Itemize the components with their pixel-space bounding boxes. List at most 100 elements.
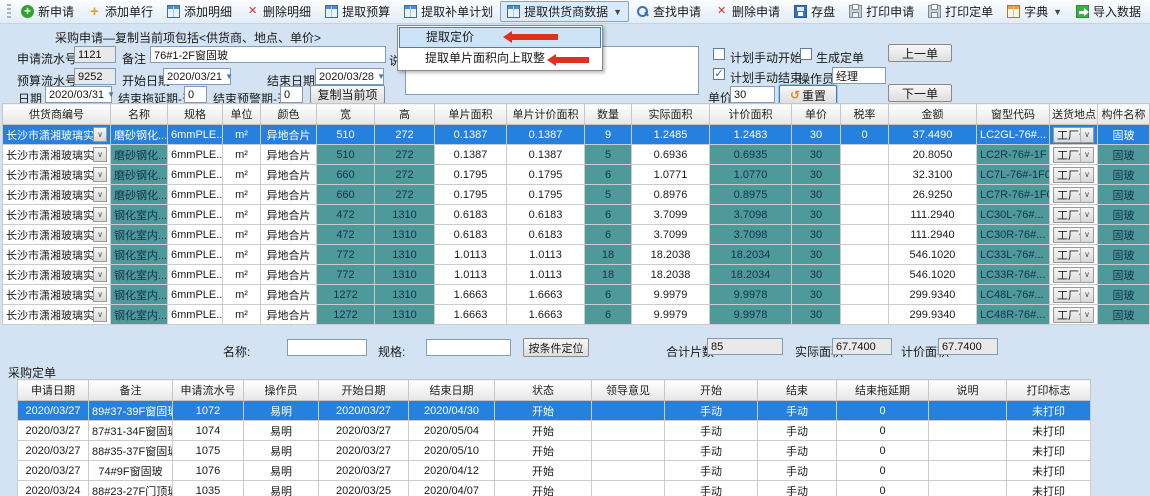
new-application-button[interactable]: 新申请 — [14, 1, 81, 22]
delete-detail-label: 删除明细 — [263, 5, 312, 19]
chevron-down-icon: ∨ — [93, 207, 107, 222]
cell: 9.9978 — [709, 284, 792, 305]
cell: m² — [222, 244, 261, 265]
table-row[interactable]: 2020/03/27 89#37-39F窗固玻 1072 易明 2020/03/27 20… — [17, 400, 1091, 421]
delivery-combo-cell[interactable]: 工厂使用∨ — [1049, 184, 1098, 205]
cell: 6 — [584, 164, 632, 185]
table-row[interactable]: 2020/03/27 74#9F窗固玻 1076 易明 2020/03/27 2020/0… — [17, 460, 1091, 481]
budget-no-input[interactable] — [74, 68, 116, 85]
delivery-combo-cell[interactable]: 工厂使用∨ — [1049, 204, 1098, 225]
supplier-combo-cell[interactable]: 长沙市潇湘玻璃实...∨ — [2, 284, 111, 305]
cell: 272 — [374, 184, 435, 205]
table-row[interactable]: 长沙市潇湘玻璃实...∨磨砂钢化...6mmPLE...m²异地合片660272… — [2, 164, 1150, 185]
reset-button[interactable]: ↺ 重置 — [779, 85, 837, 105]
delivery-combo-cell[interactable]: 工厂使用∨ — [1049, 124, 1098, 145]
cell: 660 — [316, 184, 375, 205]
plan-manual-start-checkbox[interactable] — [713, 48, 725, 60]
table-row[interactable]: 长沙市潇湘玻璃实...∨钢化室内...6mmPLE...m²异地合片127213… — [2, 284, 1150, 305]
cell: 32.3100 — [888, 164, 977, 185]
cell — [840, 264, 889, 285]
table-row[interactable]: 长沙市潇湘玻璃实...∨钢化室内...6mmPLE...m²异地合片772131… — [2, 244, 1150, 265]
table-row[interactable]: 长沙市潇湘玻璃实...∨钢化室内...6mmPLE...m²异地合片127213… — [2, 304, 1150, 325]
cell: m² — [222, 264, 261, 285]
supplier-combo-cell[interactable]: 长沙市潇湘玻璃实...∨ — [2, 164, 111, 185]
prev-order-button[interactable]: 上一单 — [888, 44, 952, 62]
supplier-combo-cell[interactable]: 长沙市潇湘玻璃实...∨ — [2, 244, 111, 265]
menu-item-extract-pricing[interactable]: 提取定价 — [399, 27, 601, 48]
delivery-combo-cell[interactable]: 工厂使用∨ — [1049, 244, 1098, 265]
cell: m² — [222, 184, 261, 205]
menu-item-extract-area-round-up[interactable]: 提取单片面积向上取整 — [425, 51, 546, 65]
find-application-button[interactable]: 查找申请 — [629, 1, 708, 22]
cell: 钢化室内... — [110, 224, 168, 245]
supplier-combo-cell[interactable]: 长沙市潇湘玻璃实...∨ — [2, 204, 111, 225]
column-header: 操作员 — [243, 379, 319, 401]
chevron-down-icon: ▼ — [1053, 6, 1063, 17]
delivery-combo-cell[interactable]: 工厂使用∨ — [1049, 304, 1098, 325]
table-row[interactable]: 长沙市潇湘玻璃实...∨磨砂钢化...6mmPLE...m²异地合片510272… — [2, 124, 1150, 145]
filter-name-label: 名称: — [223, 345, 251, 359]
chevron-down-icon: ∨ — [93, 287, 107, 302]
remark-input[interactable] — [150, 46, 386, 63]
cell: 272 — [374, 164, 435, 185]
extract-supplier-data-button[interactable]: 提取供货商数据 ▼ — [500, 1, 630, 22]
date-combo[interactable]: 2020/03/31 ▼ — [45, 86, 115, 103]
cell: LC48R-76#... — [976, 304, 1050, 325]
table-row[interactable]: 长沙市潇湘玻璃实...∨钢化室内...6mmPLE...m²异地合片472131… — [2, 224, 1150, 245]
delete-detail-button[interactable]: 删除明细 — [239, 1, 318, 22]
extract-budget-button[interactable]: 提取预算 — [318, 1, 397, 22]
table-row[interactable]: 2020/03/27 87#31-34F窗固玻 1074 易明 2020/03/27 20… — [17, 420, 1091, 441]
cell: 87#31-34F窗固玻 — [88, 420, 173, 441]
extract-supplement-plan-button[interactable]: 提取补单计划 — [397, 1, 500, 22]
end-delay-input[interactable] — [184, 86, 207, 103]
unit-price-input[interactable] — [730, 86, 775, 103]
app-no-input[interactable] — [74, 46, 116, 63]
next-order-button[interactable]: 下一单 — [888, 84, 952, 102]
supplier-combo-cell[interactable]: 长沙市潇湘玻璃实...∨ — [2, 184, 111, 205]
filter-spec-input[interactable] — [426, 339, 511, 356]
generate-order-checkbox[interactable] — [800, 48, 812, 60]
table-row[interactable]: 长沙市潇湘玻璃实...∨钢化室内...6mmPLE...m²异地合片772131… — [2, 264, 1150, 285]
table-row[interactable]: 长沙市潇湘玻璃实...∨磨砂钢化...6mmPLE...m²异地合片510272… — [2, 144, 1150, 165]
save-button[interactable]: 存盘 — [787, 1, 842, 22]
import-icon — [1076, 5, 1090, 18]
cell: 1.0770 — [709, 164, 792, 185]
table-row[interactable]: 长沙市潇湘玻璃实...∨钢化室内...6mmPLE...m²异地合片472131… — [2, 204, 1150, 225]
dictionary-button[interactable]: 字典 ▼ — [1000, 1, 1069, 22]
supplier-combo-cell[interactable]: 长沙市潇湘玻璃实...∨ — [2, 264, 111, 285]
supplier-combo-cell[interactable]: 长沙市潇湘玻璃实...∨ — [2, 224, 111, 245]
end-warn-input[interactable] — [280, 86, 303, 103]
print-order-button[interactable]: 打印定单 — [921, 1, 1000, 22]
table-row[interactable]: 2020/03/27 88#35-37F窗固玻 1075 易明 2020/03/27 20… — [17, 440, 1091, 461]
delivery-combo-cell[interactable]: 工厂使用∨ — [1049, 224, 1098, 245]
add-detail-button[interactable]: 添加明细 — [160, 1, 239, 22]
delete-application-button[interactable]: 删除申请 — [708, 1, 787, 22]
table-row[interactable]: 2020/03/24 88#23-27F门顶玻 1035 易明 2020/03/25 20… — [17, 480, 1091, 496]
table-row[interactable]: 长沙市潇湘玻璃实...∨磨砂钢化...6mmPLE...m²异地合片660272… — [2, 184, 1150, 205]
import-data-button[interactable]: 导入数据 — [1069, 1, 1148, 22]
supplier-combo-cell[interactable]: 长沙市潇湘玻璃实...∨ — [2, 144, 111, 165]
copy-current-button[interactable]: 复制当前项 — [310, 85, 385, 104]
delivery-combo-cell[interactable]: 工厂使用∨ — [1049, 164, 1098, 185]
cell: 0.6183 — [434, 224, 507, 245]
cell: LC33L-76#... — [976, 244, 1050, 265]
operator-input[interactable] — [832, 67, 886, 84]
column-header: 打印标志 — [1006, 379, 1091, 401]
cell: 0.1795 — [434, 164, 507, 185]
supplier-combo-cell[interactable]: 长沙市潇湘玻璃实...∨ — [2, 124, 111, 145]
locate-by-condition-button[interactable]: 按条件定位 — [523, 338, 589, 357]
supplier-combo-cell[interactable]: 长沙市潇湘玻璃实...∨ — [2, 304, 111, 325]
cell: 0.1387 — [506, 124, 585, 145]
print-application-button[interactable]: 打印申请 — [842, 1, 921, 22]
filter-name-input[interactable] — [287, 339, 367, 356]
add-single-row-button[interactable]: 添加单行 — [81, 1, 160, 22]
cell — [928, 480, 1007, 496]
delivery-combo-cell[interactable]: 工厂使用∨ — [1049, 264, 1098, 285]
chevron-down-icon: ∨ — [1080, 307, 1093, 322]
start-date-combo[interactable]: 2020/03/21 ▼ — [163, 68, 233, 85]
end-date-combo[interactable]: 2020/03/28 ▼ — [315, 68, 385, 85]
delivery-combo-cell[interactable]: 工厂使用∨ — [1049, 144, 1098, 165]
cell: 30 — [791, 184, 841, 205]
delivery-combo-cell[interactable]: 工厂使用∨ — [1049, 284, 1098, 305]
plan-manual-end-checkbox[interactable]: ✓ — [713, 68, 725, 80]
